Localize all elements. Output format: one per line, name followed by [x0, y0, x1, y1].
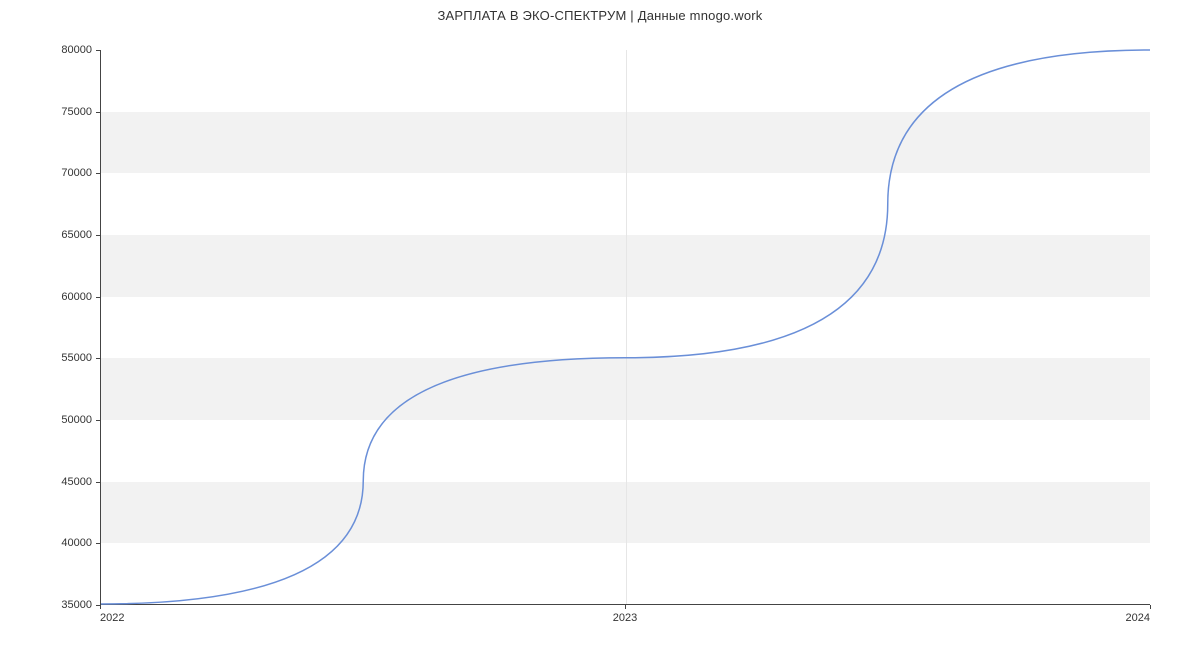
salary-line [101, 50, 1150, 604]
y-axis-label: 65000 [32, 229, 92, 241]
x-axis-label: 2023 [613, 612, 637, 624]
x-axis-tick [625, 605, 626, 609]
x-axis-label: 2022 [100, 612, 124, 624]
y-axis-label: 55000 [32, 352, 92, 364]
line-series [101, 50, 1150, 604]
y-axis-tick [96, 112, 100, 113]
chart-title: ЗАРПЛАТА В ЭКО-СПЕКТРУМ | Данные mnogo.w… [0, 8, 1200, 23]
y-axis-tick [96, 50, 100, 51]
y-axis-tick [96, 482, 100, 483]
y-axis-label: 60000 [32, 291, 92, 303]
y-axis-tick [96, 358, 100, 359]
y-axis-label: 50000 [32, 414, 92, 426]
y-axis-label: 80000 [32, 44, 92, 56]
x-axis-tick [100, 605, 101, 609]
y-axis-tick [96, 173, 100, 174]
y-axis-label: 75000 [32, 106, 92, 118]
y-axis-tick [96, 543, 100, 544]
y-axis-label: 45000 [32, 476, 92, 488]
y-axis-tick [96, 235, 100, 236]
x-axis-label: 2024 [1126, 612, 1150, 624]
salary-chart: ЗАРПЛАТА В ЭКО-СПЕКТРУМ | Данные mnogo.w… [0, 0, 1200, 650]
y-axis-label: 40000 [32, 537, 92, 549]
x-axis-tick [1150, 605, 1151, 609]
plot-area [100, 50, 1150, 605]
y-axis-label: 70000 [32, 167, 92, 179]
y-axis-label: 35000 [32, 599, 92, 611]
y-axis-tick [96, 420, 100, 421]
y-axis-tick [96, 297, 100, 298]
